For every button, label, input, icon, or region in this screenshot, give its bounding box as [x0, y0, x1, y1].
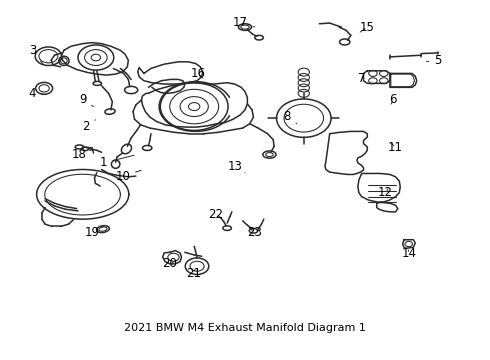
Text: 10: 10	[115, 170, 141, 183]
Text: 3: 3	[29, 44, 44, 64]
Text: 1: 1	[100, 155, 134, 169]
Text: 12: 12	[378, 186, 392, 199]
Text: 11: 11	[388, 141, 403, 154]
Text: 17: 17	[233, 15, 254, 28]
Text: 16: 16	[191, 67, 205, 80]
Text: 13: 13	[227, 160, 245, 173]
Text: 18: 18	[72, 148, 92, 161]
Text: 4: 4	[28, 87, 42, 100]
Text: 7: 7	[358, 72, 372, 85]
Text: 19: 19	[85, 226, 104, 239]
Text: 21: 21	[186, 267, 201, 280]
Text: 9: 9	[79, 94, 94, 107]
Text: 2: 2	[82, 120, 96, 133]
Text: 15: 15	[360, 21, 375, 33]
Text: 6: 6	[390, 94, 397, 107]
Text: 14: 14	[402, 247, 417, 260]
Text: 8: 8	[284, 110, 297, 124]
Text: 22: 22	[208, 208, 223, 221]
Text: 5: 5	[426, 54, 441, 67]
Text: 2021 BMW M4 Exhaust Manifold Diagram 1: 2021 BMW M4 Exhaust Manifold Diagram 1	[124, 323, 366, 333]
Text: 20: 20	[162, 257, 177, 270]
Text: 23: 23	[247, 226, 262, 239]
